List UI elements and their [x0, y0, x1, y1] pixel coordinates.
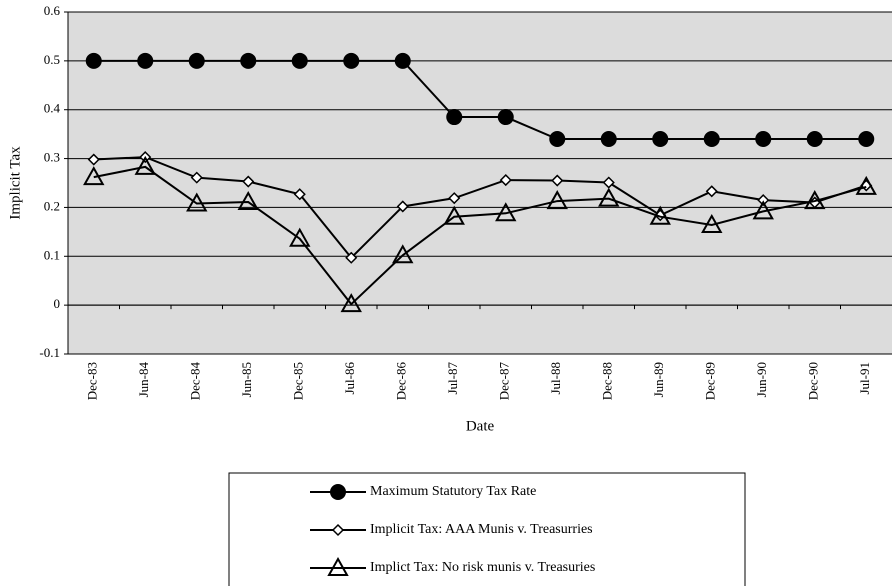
x-tick-label: Dec-89 [703, 362, 718, 400]
marker [345, 251, 358, 264]
marker [134, 155, 156, 175]
x-tick-label: Dec-85 [291, 362, 306, 400]
x-tick-label: Jul-86 [342, 362, 357, 395]
marker [330, 484, 346, 500]
y-tick-label: 0.4 [44, 101, 61, 116]
marker [703, 131, 720, 148]
marker [701, 213, 723, 234]
marker [240, 52, 257, 69]
marker [446, 109, 463, 126]
plot-area [68, 12, 892, 354]
marker [549, 131, 566, 148]
marker [327, 556, 349, 576]
marker [855, 175, 877, 195]
marker [188, 52, 205, 69]
x-tick-label: Dec-90 [806, 362, 821, 400]
series-line [93, 165, 867, 306]
marker [396, 200, 409, 213]
x-tick-label: Dec-88 [600, 362, 615, 400]
y-tick-label: 0.6 [44, 3, 61, 18]
marker [392, 244, 414, 264]
marker [755, 131, 772, 148]
marker [83, 166, 105, 186]
marker [652, 131, 669, 148]
marker [705, 185, 718, 198]
marker [242, 175, 255, 188]
marker [499, 174, 512, 187]
x-tick-label: Jul-87 [445, 362, 460, 395]
legend-label: Implicit Tax: AAA Munis v. Treasurries [370, 522, 593, 537]
marker [343, 52, 360, 69]
y-tick-label: 0.5 [44, 52, 60, 67]
x-tick-label: Dec-87 [497, 362, 512, 401]
marker [291, 52, 308, 69]
legend-label: Implict Tax: No risk munis v. Treasuries [370, 560, 595, 575]
x-axis-title: Date [466, 418, 495, 434]
x-tick-label: Jun-84 [136, 362, 151, 398]
marker [289, 227, 311, 247]
marker [858, 131, 875, 148]
marker [602, 176, 615, 189]
marker [443, 205, 465, 225]
marker [237, 191, 259, 211]
marker [293, 188, 306, 201]
y-tick-label: -0.1 [39, 345, 60, 360]
marker [497, 109, 514, 126]
y-tick-label: 0.1 [44, 247, 60, 262]
marker [551, 174, 564, 187]
x-tick-label: Jun-90 [754, 362, 769, 397]
x-tick-label: Dec-84 [188, 362, 203, 401]
marker [87, 153, 100, 166]
x-tick-label: Jul-88 [548, 362, 563, 395]
y-tick-label: 0 [54, 296, 61, 311]
marker [757, 194, 770, 207]
legend-label: Maximum Statutory Tax Rate [370, 484, 536, 499]
marker [137, 52, 154, 69]
marker [495, 202, 517, 222]
marker [598, 187, 620, 207]
x-tick-label: Dec-86 [394, 362, 409, 401]
marker [190, 171, 203, 184]
x-tick-label: Jun-85 [239, 362, 254, 397]
y-tick-label: 0.2 [44, 198, 60, 213]
marker [331, 523, 345, 537]
series-line [93, 156, 867, 260]
marker [649, 205, 671, 225]
marker [752, 200, 774, 220]
marker [186, 192, 208, 212]
y-tick-label: 0.3 [44, 150, 60, 165]
x-tick-label: Jul-91 [857, 362, 872, 395]
marker [85, 52, 102, 69]
marker [546, 190, 568, 210]
marker [806, 131, 823, 148]
x-tick-label: Dec-83 [85, 362, 100, 400]
marker [340, 293, 362, 313]
marker [448, 192, 461, 205]
y-axis-title: Implicit Tax [7, 146, 23, 220]
series-line [93, 59, 867, 141]
marker [394, 52, 411, 69]
marker [804, 190, 826, 210]
x-tick-label: Jun-89 [651, 362, 666, 397]
marker [600, 131, 617, 148]
